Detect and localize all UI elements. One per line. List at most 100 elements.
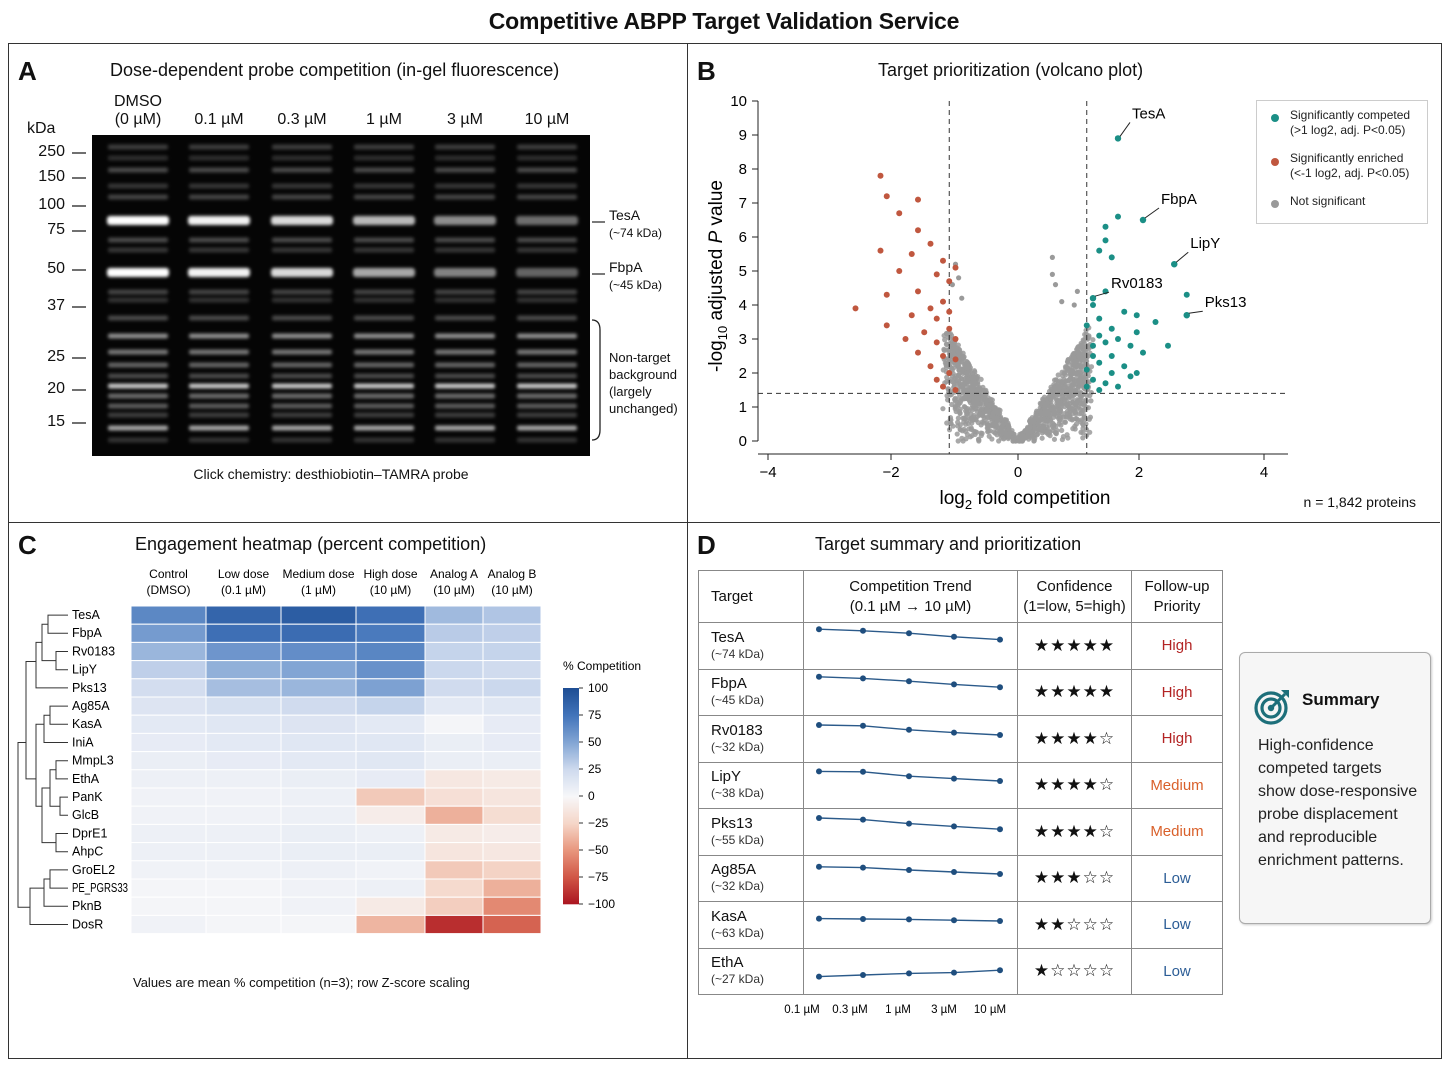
gel-band-fbpa [271, 268, 333, 277]
colorbar-segment [563, 839, 579, 841]
gel-band-background [517, 194, 577, 200]
colorbar-segment [563, 895, 579, 897]
ns-point [1002, 430, 1008, 436]
colorbar-segment [563, 822, 579, 824]
heatmap-footnote: Values are mean % competition (n=3); row… [133, 975, 470, 990]
gel-band-background [435, 247, 495, 253]
ns-point [990, 410, 996, 417]
competed-point [1102, 339, 1109, 346]
ns-point [959, 435, 965, 441]
colorbar-segment [563, 728, 579, 730]
heatmap-cell [205, 714, 282, 734]
colorbar-segment [563, 896, 579, 898]
colorbar-segment [563, 777, 579, 779]
y-tick-label: 7 [739, 195, 747, 212]
heatmap-cell [130, 769, 207, 789]
heatmap-cell [355, 805, 426, 825]
table-row: LipY (~38 kDa) ★★★★☆ Medium [698, 761, 1223, 809]
ns-point [1065, 383, 1071, 389]
ns-point [969, 417, 975, 423]
point-label: Pks13 [1205, 294, 1247, 311]
competed-point [1115, 336, 1121, 342]
heatmap-cell [355, 896, 426, 916]
figure-frame [8, 43, 1442, 1059]
trend-point [906, 629, 912, 636]
ns-point [1051, 436, 1058, 442]
background-bracket [591, 319, 601, 441]
gel-band-background [108, 437, 168, 443]
colorbar-segment [563, 833, 579, 835]
colorbar-segment [563, 739, 579, 741]
priority-cell: Medium [1131, 808, 1223, 856]
legend-competed: Significantly competed (>1 log2, adj. P<0… [1290, 108, 1411, 137]
ns-point [985, 423, 991, 430]
colorbar-segment [563, 798, 579, 800]
gel-band-background [108, 297, 168, 303]
ns-point [1051, 411, 1058, 417]
colorbar-segment [563, 855, 579, 857]
gel-band-background [517, 315, 577, 321]
ns-point [1065, 395, 1072, 401]
colorbar-segment [563, 721, 579, 723]
gel-band-background [435, 373, 495, 379]
colorbar-segment [563, 794, 579, 796]
header-priority: Follow-up Priority [1131, 570, 1223, 623]
background-note: Non-target background (largely unchanged… [609, 350, 678, 416]
table-row: EthA (~27 kDa) ★☆☆☆☆ Low [698, 947, 1223, 995]
ns-point [1029, 414, 1035, 421]
colorbar-segment [563, 768, 579, 770]
ns-point [1036, 427, 1042, 433]
enriched-point [933, 271, 940, 278]
gel-band-background [354, 437, 414, 443]
ns-point [955, 349, 962, 355]
trend-point [997, 778, 1003, 785]
priority-cell: High [1131, 668, 1223, 716]
trend-point [816, 674, 822, 681]
panel-a-letter: A [18, 56, 37, 86]
trend-cell [803, 715, 1018, 763]
x-axis-label: log2 fold competition [940, 488, 1111, 512]
heatmap-cell [280, 714, 357, 734]
colorbar-segment [563, 700, 579, 702]
ns-point [1050, 389, 1056, 395]
colorbar-tick-label: 0 [588, 789, 595, 803]
colorbar-segment [563, 713, 579, 715]
colorbar-segment [563, 775, 579, 777]
heatmap-cell [130, 605, 207, 625]
ns-point [953, 408, 959, 415]
colorbar-segment [563, 785, 579, 787]
heatmap-cell [482, 805, 542, 825]
target-name-cell: KasA (~63 kDa) [698, 901, 804, 949]
gel-band-background [517, 425, 577, 431]
heatmap-cell [280, 914, 357, 935]
heatmap-row-label: MmpL3 [72, 754, 114, 768]
heatmap-cell [355, 660, 426, 680]
trend-point [951, 969, 957, 976]
gel-band-background [517, 237, 577, 243]
colorbar-segment [563, 751, 579, 753]
colorbar-tick-label: −50 [588, 843, 609, 857]
competed-point [1115, 383, 1121, 390]
colorbar-segment [563, 898, 579, 900]
trend-cell [803, 901, 1018, 949]
heatmap-col-label: Control [149, 567, 188, 581]
colorbar-segment [563, 789, 579, 791]
ns-point [1039, 435, 1045, 441]
heatmap-cell [205, 805, 282, 825]
trend-sparkline [816, 864, 1003, 878]
ns-point [972, 406, 978, 412]
gel-band-tesa [516, 216, 578, 225]
heatmap-cell [424, 660, 484, 680]
table-row: Ag85A (~32 kDa) ★★★☆☆ Low [698, 854, 1223, 902]
competed-point [1108, 353, 1115, 359]
heatmap-row-label: PanK [72, 790, 103, 804]
heatmap-col-label: (DMSO) [147, 583, 191, 597]
ns-point [941, 332, 947, 339]
gel-band-background [272, 393, 332, 399]
competed-point [1090, 302, 1096, 308]
y-tick-label: 5 [739, 263, 747, 280]
enriched-point [902, 336, 909, 342]
marker-label: 100 [38, 196, 65, 213]
colorbar-segment [563, 740, 579, 742]
ns-point [949, 401, 955, 408]
